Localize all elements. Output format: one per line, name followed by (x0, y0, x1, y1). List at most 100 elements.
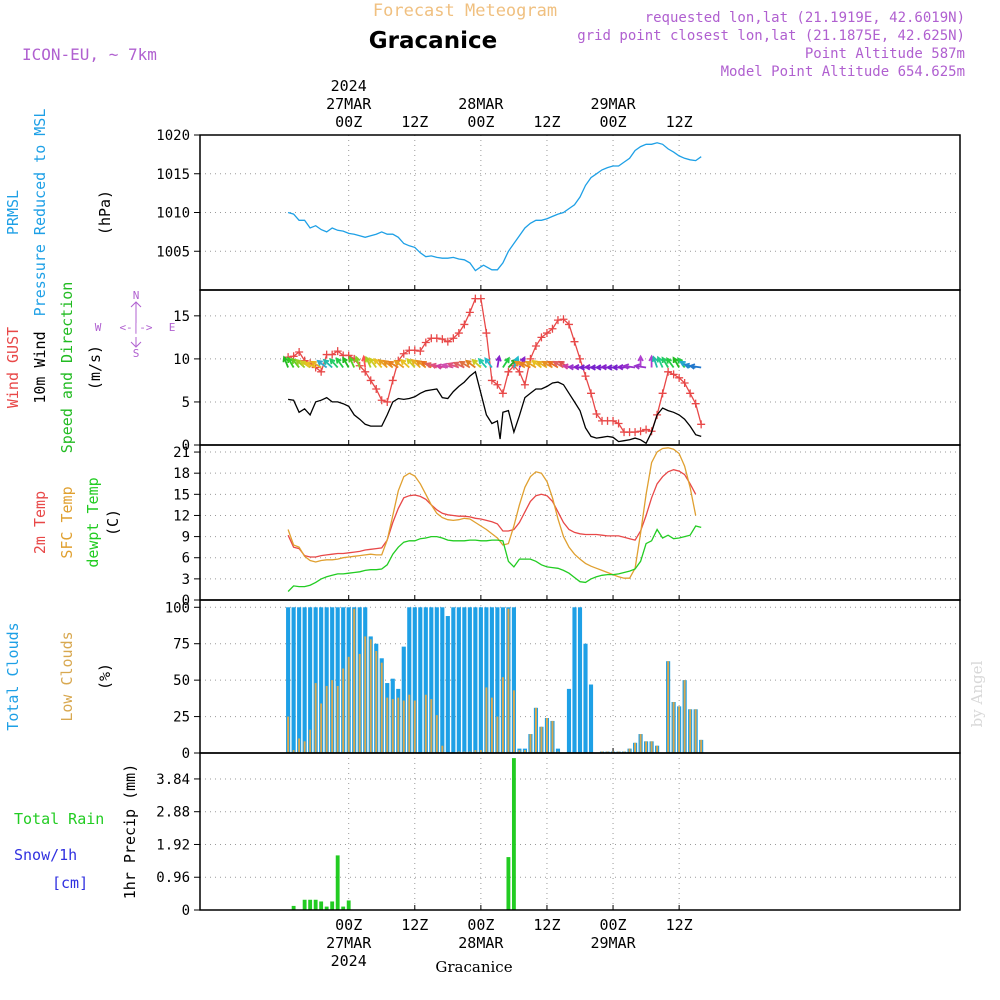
total-cloud-bar (495, 607, 500, 753)
total-cloud-bar (330, 607, 335, 753)
low-cloud-bar (320, 703, 323, 753)
gust-marker (531, 341, 540, 350)
gust-marker (328, 350, 337, 359)
wind-direction-arrow (672, 356, 680, 368)
y-tick-label: 1020 (156, 128, 190, 144)
low-cloud-bar (634, 742, 637, 753)
low-cloud-bar (523, 750, 526, 753)
panel-temp: 0 3 6 9 12 15 18 21 2m Temp SFC Temp dewpt Temp (C) (31, 444, 961, 609)
total-cloud-bar (313, 607, 318, 753)
rain-bar (511, 758, 516, 910)
gust-marker (399, 349, 408, 358)
bottom-axis-tick-label: 00Z (467, 916, 494, 934)
wind-direction-arrow (287, 356, 295, 368)
top-axis-tick-label: 00Z (599, 113, 626, 131)
wind-direction-arrow (465, 359, 476, 369)
compass-east: E (169, 321, 176, 334)
total-cloud-bar (445, 616, 450, 753)
low-cloud-bar (435, 715, 438, 753)
super-title: Forecast Meteogram (373, 1, 557, 21)
2m-temp-line (287, 469, 697, 558)
gust-marker (631, 428, 640, 437)
wind-direction-arrow (406, 357, 416, 369)
wind-direction-arrow (282, 355, 289, 368)
gust-marker (658, 389, 667, 398)
total-cloud-bar (423, 607, 428, 753)
total-cloud-bar (577, 607, 583, 753)
total-cloud-bar (456, 607, 461, 753)
wind-direction-arrow (541, 360, 553, 369)
total-cloud-bar (418, 607, 423, 753)
y-axis-label: Low Clouds (58, 631, 76, 721)
gust-marker (559, 315, 568, 324)
grid-point-coords: grid point closest lon,lat (21.1875E, 42… (577, 28, 965, 44)
y-tick-label: 5 (182, 395, 190, 411)
compass-ns-arrow (130, 301, 142, 348)
gust-marker (361, 367, 370, 376)
wind-direction-arrow (354, 355, 361, 368)
total-cloud-bar (473, 607, 478, 753)
wind-direction-arrow (633, 363, 647, 370)
gust-marker (636, 427, 645, 436)
low-cloud-bar (650, 741, 653, 753)
low-cloud-bar (485, 687, 488, 753)
total-cloud-bar (319, 607, 324, 753)
y-axis-unit: (m/s) (86, 345, 104, 390)
low-cloud-bar (314, 683, 317, 753)
gust-marker (680, 379, 689, 387)
low-cloud-bar (700, 739, 703, 753)
y-tick-label: 75 (173, 637, 190, 653)
low-cloud-bar (369, 639, 372, 753)
low-cloud-bar (331, 680, 334, 753)
wind-direction-arrow (368, 357, 377, 369)
gust-marker (537, 333, 546, 342)
snow-unit-label: [cm] (52, 874, 88, 892)
gust-marker (410, 346, 419, 355)
y-axis-label: Wind GUST (4, 327, 22, 408)
gust-marker (377, 396, 386, 405)
wind-direction-arrow (348, 355, 356, 368)
total-cloud-bar (440, 607, 445, 753)
total-cloud-bar (308, 607, 313, 753)
y-axis-label: Total Clouds (4, 622, 22, 730)
rain-bar (291, 905, 296, 910)
compass-west: W (95, 321, 102, 334)
y-tick-label: 25 (173, 710, 190, 726)
rain-bar (302, 899, 307, 910)
gust-marker (576, 354, 584, 363)
low-cloud-bar (667, 661, 670, 753)
y-tick-label: 15 (173, 309, 190, 325)
low-cloud-bar (479, 750, 482, 753)
bottom-axis-date: 29MAR (590, 934, 636, 952)
wind-direction-arrow (322, 358, 333, 369)
gust-marker (564, 320, 573, 329)
gust-marker (465, 308, 474, 317)
low-cloud-bar (678, 706, 681, 753)
low-cloud-bar (694, 709, 697, 753)
low-cloud-bar (656, 745, 659, 753)
gust-marker (581, 372, 590, 381)
y-axis-label: PRMSL (4, 190, 22, 235)
top-axis-tick-label: 12Z (533, 113, 560, 131)
10m-wind-line (288, 370, 702, 445)
wind-direction-arrow (651, 355, 658, 368)
gust-marker (498, 389, 507, 398)
wind-direction-arrow (656, 355, 664, 368)
total-cloud-bar (489, 607, 494, 753)
gust-marker (587, 389, 596, 398)
wind-direction-arrow (399, 358, 410, 369)
y-tick-label: 100 (165, 600, 190, 616)
top-axis-tick-label: 00Z (467, 113, 494, 131)
wind-direction-arrow (335, 357, 344, 369)
low-cloud-bar (441, 745, 444, 753)
low-cloud-bar (386, 697, 389, 753)
gust-marker (592, 410, 601, 418)
gust-marker (333, 347, 342, 356)
y-tick-label: 3.84 (156, 772, 190, 788)
low-cloud-bar (518, 750, 521, 753)
low-cloud-bar (309, 729, 312, 753)
dewpt-temp-line (287, 525, 702, 592)
snow-label: Snow/1h (14, 846, 77, 864)
total-cloud-bar (302, 607, 307, 753)
